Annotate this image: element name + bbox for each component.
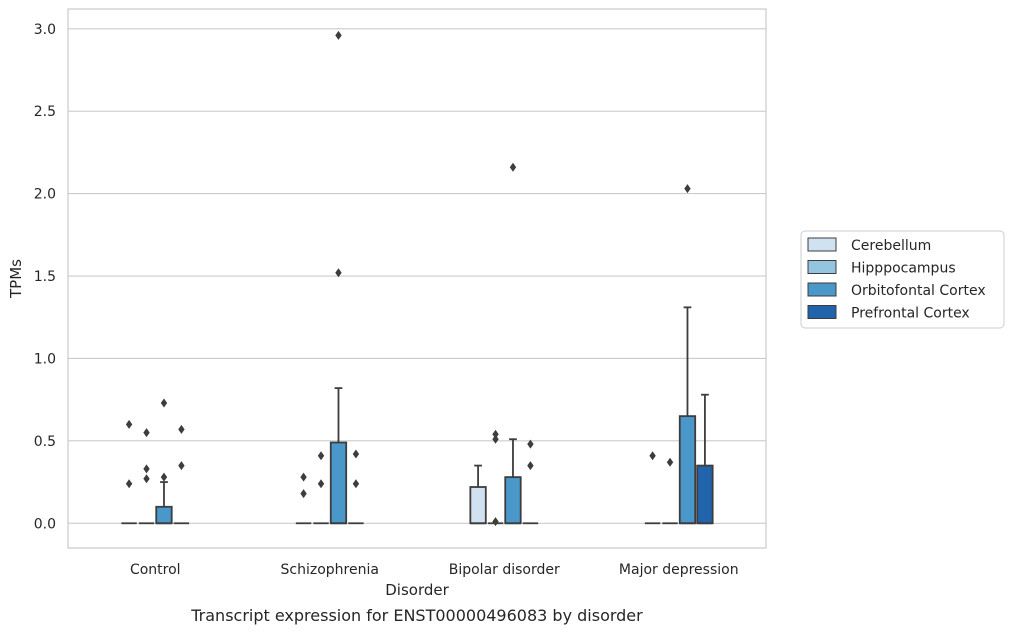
box-schizophrenia-cerebellum (295, 472, 312, 525)
outlier-point (352, 479, 360, 489)
x-tick-label-bipolar-disorder: Bipolar disorder (449, 562, 560, 578)
legend-swatch (807, 237, 837, 252)
box-major-depression-orbitofontal-cortex (678, 184, 697, 525)
box-major-depression-hipppocampus (662, 457, 678, 525)
outlier-point (492, 429, 499, 439)
outlier-point (666, 457, 674, 467)
outlier-point (492, 517, 499, 527)
outlier-point (527, 461, 534, 471)
box-bipolar-disorder-cerebellum (469, 464, 487, 525)
outlier-point (300, 472, 307, 482)
outlier-point (178, 424, 185, 434)
x-axis-label: Disorder (385, 581, 449, 599)
y-tick-label: 3.0 (34, 22, 56, 38)
legend-swatch (807, 282, 837, 297)
box-bipolar-disorder-orbitofontal-cortex (504, 162, 522, 525)
outlier-point (178, 461, 185, 471)
legend-label: Prefrontal Cortex (851, 306, 970, 322)
x-tick-label-control: Control (130, 562, 181, 578)
box-control-orbitofontal-cortex (155, 398, 173, 525)
y-tick-label: 1.0 (34, 351, 56, 367)
y-axis-label: TPMs (7, 259, 25, 299)
outlier-point (125, 419, 133, 429)
outlier-point (300, 489, 307, 499)
plot-area (121, 30, 714, 527)
x-tick-label-schizophrenia: Schizophrenia (281, 562, 379, 578)
box-bipolar-disorder-hipppocampus (487, 429, 504, 527)
legend-item-cerebellum: Cerebellum (807, 237, 931, 254)
box-iqr (329, 441, 348, 525)
y-tick-label: 1.5 (34, 269, 56, 285)
y-tick-label: 0.5 (34, 434, 56, 450)
legend-label: Hipppocampus (851, 261, 956, 277)
legend-frame (800, 230, 1005, 329)
outlier-point (143, 428, 150, 438)
y-tick-label: 0.0 (34, 516, 56, 532)
legend-label: Orbitofontal Cortex (851, 283, 986, 299)
outlier-point (317, 451, 325, 461)
outlier-point (143, 474, 150, 484)
legend-item-hipppocampus: Hipppocampus (807, 260, 956, 277)
box-iqr (678, 415, 697, 525)
legend-label: Cerebellum (851, 238, 931, 254)
outlier-point (649, 451, 656, 461)
box-schizophrenia-prefrontal-cortex (348, 449, 364, 525)
outlier-point (352, 449, 360, 459)
legend: Cerebellum Hipppocampus Orbitofontal Corte… (800, 230, 1005, 329)
box-control-prefrontal-cortex (173, 424, 190, 525)
x-axis-ticks: Control Schizophrenia Bipolar disorder Majo… (130, 562, 739, 578)
box-iqr (504, 476, 522, 525)
outlier-point (317, 479, 325, 489)
outlier-point (492, 434, 499, 444)
y-tick-label: 2.0 (34, 187, 56, 203)
outlier-point (335, 30, 342, 40)
legend-swatch (807, 260, 837, 274)
box-schizophrenia-hipppocampus (313, 451, 329, 525)
box-bipolar-disorder-prefrontal-cortex (522, 439, 539, 525)
box-control-hipppocampus (138, 428, 155, 525)
box-control-cerebellum (121, 419, 137, 525)
outlier-point (527, 439, 534, 449)
legend-swatch (807, 305, 837, 319)
box-major-depression-cerebellum (644, 451, 661, 525)
outlier-point (335, 268, 342, 278)
y-tick-label: 2.5 (34, 104, 56, 120)
outlier-point (160, 398, 168, 408)
box-iqr (469, 486, 487, 525)
legend-item-orbitofontal-cortex: Orbitofontal Cortex (807, 282, 986, 299)
plot-frame (67, 8, 767, 549)
chart-caption: Transcript expression for ENST0000049608… (191, 606, 643, 625)
box-schizophrenia-orbitofontal-cortex (329, 30, 348, 525)
outlier-point (160, 472, 168, 482)
y-axis-ticks: 0.0 0.5 1.0 1.5 2.0 2.5 3.0 (34, 22, 56, 532)
x-tick-label-major-depression: Major depression (619, 562, 739, 578)
outlier-point (509, 162, 517, 172)
box-iqr (696, 464, 714, 525)
y-gridlines (68, 28, 766, 524)
outlier-point (125, 479, 133, 489)
outlier-point (143, 464, 150, 474)
outlier-point (684, 184, 691, 194)
box-major-depression-prefrontal-cortex (696, 393, 714, 525)
box-iqr (155, 505, 173, 525)
legend-item-prefrontal-cortex: Prefrontal Cortex (807, 305, 970, 322)
